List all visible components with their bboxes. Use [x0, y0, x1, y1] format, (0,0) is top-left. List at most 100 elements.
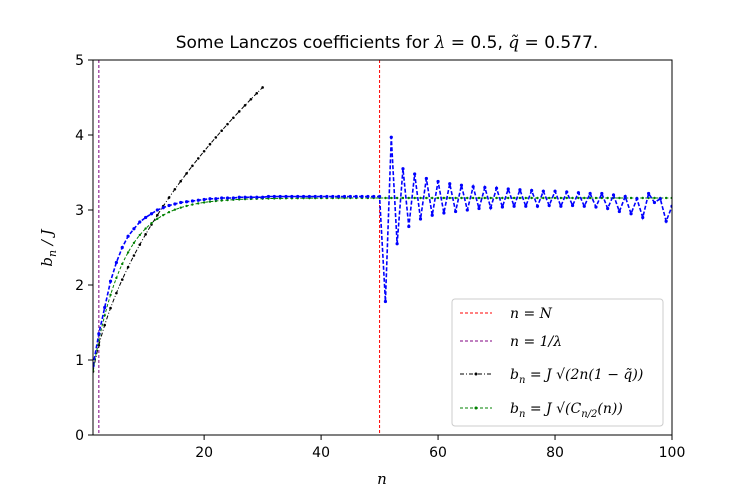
series-point-catalan — [191, 203, 194, 206]
series-point-bn — [395, 242, 399, 246]
series-point-bn — [570, 203, 575, 208]
series-point-catalan — [507, 196, 510, 200]
series-point-catalan — [501, 196, 504, 200]
series-point-bn — [173, 202, 177, 206]
legend-item-sqrt-formula: bn = J √(2n(1 − q̃)) — [460, 367, 643, 386]
series-point-catalan — [553, 196, 557, 200]
series-point-catalan — [512, 196, 516, 200]
plot-frame — [92, 59, 673, 436]
x-axis-title: n — [377, 470, 387, 488]
series-point-bn — [255, 195, 259, 199]
series-point-bn — [547, 203, 551, 208]
series-point-catalan — [565, 196, 568, 200]
series-point-bn — [138, 220, 142, 224]
series-point-bn — [471, 185, 475, 189]
series-point-bn — [237, 195, 241, 199]
series-point-bn — [202, 197, 206, 202]
series-point-sqrt — [196, 157, 200, 160]
series-point-catalan — [103, 314, 106, 317]
series-point-bn — [126, 234, 130, 238]
series-point-bn — [459, 183, 464, 187]
series-point-catalan — [173, 208, 177, 211]
series-point-bn — [401, 167, 405, 171]
series-point-bn — [436, 179, 440, 184]
series-point-catalan — [161, 213, 165, 217]
y-tick-label: 0 — [75, 428, 84, 444]
series-point-bn — [448, 182, 452, 186]
series-point-bn — [483, 185, 487, 190]
series-point-sqrt — [226, 122, 229, 126]
series-point-catalan — [407, 196, 411, 200]
series-point-bn — [576, 191, 581, 195]
series-point-bn — [261, 195, 265, 199]
legend-item-n-equals-inverse-lambda: n = 1/λ — [460, 334, 562, 350]
series-point-catalan — [559, 196, 563, 200]
series-point-catalan — [436, 196, 440, 200]
series-point-catalan — [483, 196, 487, 200]
series-point-catalan — [588, 196, 592, 200]
series-point-bn — [161, 206, 165, 210]
series-point-sqrt — [232, 116, 235, 120]
series-point-sqrt — [214, 136, 218, 139]
series-point-bn — [354, 194, 358, 199]
series-point-catalan — [138, 233, 141, 237]
series-point-bn — [249, 195, 253, 199]
series-point-sqrt — [144, 233, 147, 236]
series-point-bn — [413, 172, 417, 176]
series-point-bn — [524, 204, 528, 208]
series-point-bn — [272, 194, 276, 199]
series-point-sqrt — [249, 97, 253, 101]
series-point-catalan — [413, 196, 416, 200]
series-point-bn — [407, 224, 411, 229]
series-point-catalan — [664, 196, 668, 200]
series-point-sqrt — [191, 164, 194, 168]
x-tick-label: 100 — [659, 445, 686, 461]
series-point-bn — [114, 260, 118, 265]
series-point-bn — [296, 194, 300, 199]
series-point-sqrt — [132, 254, 136, 257]
series-point-sqrt — [220, 129, 223, 133]
series-point-sqrt — [103, 323, 106, 327]
series-point-catalan — [202, 201, 206, 204]
legend-item-n-equals-N: n = N — [460, 306, 553, 322]
series-point-sqrt — [243, 104, 247, 107]
series-point-bn — [149, 212, 154, 216]
series-point-catalan — [530, 196, 533, 200]
series-point-catalan — [208, 200, 212, 203]
series-point-catalan — [121, 262, 124, 266]
series-point-bn — [313, 194, 317, 199]
series-point-bn — [325, 194, 329, 199]
series-point-catalan — [629, 196, 633, 200]
series-point-bn — [535, 204, 540, 208]
series-point-catalan — [477, 196, 481, 200]
series-point-bn — [424, 176, 428, 181]
series-point-bn — [337, 194, 341, 199]
series-point-bn — [266, 194, 271, 199]
series-point-bn — [506, 187, 510, 191]
series-point-catalan — [442, 196, 446, 200]
series-point-bn — [214, 197, 218, 201]
series-point-catalan — [536, 196, 539, 200]
series-point-bn — [120, 245, 124, 250]
series-point-bn — [629, 212, 633, 216]
series-point-bn — [360, 194, 364, 199]
series-point-bn — [225, 196, 230, 200]
series-point-bn — [494, 186, 499, 190]
series-point-sqrt — [115, 291, 118, 295]
series-point-bn — [144, 215, 148, 220]
series-point-catalan — [454, 196, 457, 200]
series-point-bn — [641, 215, 645, 220]
series-point-bn — [518, 188, 522, 192]
series-point-bn — [331, 194, 335, 199]
series-point-catalan — [150, 222, 153, 225]
series-point-catalan — [185, 204, 188, 208]
series-point-catalan — [471, 196, 475, 200]
series-point-catalan — [606, 196, 609, 200]
series-point-bn — [167, 203, 171, 208]
series-point-bn — [155, 208, 159, 212]
series-point-bn — [442, 211, 446, 215]
y-tick-label: 5 — [75, 53, 84, 69]
series-point-bn — [664, 219, 668, 223]
series-point-catalan — [653, 196, 656, 200]
series-point-sqrt — [261, 86, 264, 89]
